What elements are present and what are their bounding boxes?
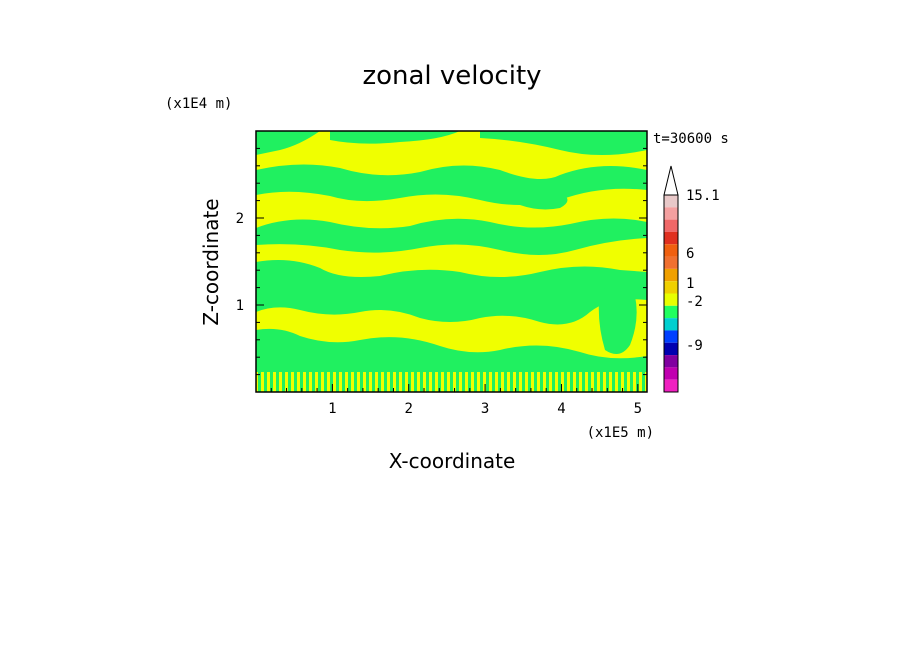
colorbar-swatch: [664, 195, 678, 208]
colorbar-swatch: [664, 342, 678, 356]
colorbar-swatch: [664, 268, 678, 282]
y-axis-unit: (x1E4 m): [165, 96, 232, 112]
y-axis-label: Z-coordinate: [199, 198, 223, 325]
x-axis-label: X-coordinate: [389, 449, 516, 473]
y-axis-ticks: 12: [236, 147, 647, 376]
y-tick-label: 2: [236, 211, 244, 227]
colorbar-swatch: [664, 367, 678, 380]
colorbar-label: -9: [686, 338, 703, 354]
x-tick-label: 4: [557, 401, 565, 417]
colorbar-label: 15.1: [686, 188, 720, 204]
colorbar-swatch: [664, 281, 678, 294]
colorbar-swatch: [664, 231, 678, 245]
x-tick-label: 1: [328, 401, 336, 417]
colorbar-label: -2: [686, 294, 703, 310]
x-tick-label: 3: [481, 401, 489, 417]
colorbar-swatch: [664, 244, 678, 257]
colorbar-label: 6: [686, 246, 694, 262]
colorbar-top-arrow: [663, 165, 679, 196]
colorbar-swatch: [664, 256, 678, 269]
y-tick-label: 1: [236, 298, 244, 314]
colorbar: 15.1 6 1 -2 -9: [663, 165, 720, 393]
x-tick-label: 2: [405, 401, 413, 417]
colorbar-swatch: [664, 305, 678, 319]
time-label: t=30600 s: [653, 131, 729, 147]
surface-noise-band: [256, 372, 647, 392]
colorbar-label: 1: [686, 276, 694, 292]
colorbar-swatch: [664, 318, 678, 331]
colorbar-frame: [663, 194, 679, 393]
x-axis-unit: (x1E5 m): [587, 425, 654, 441]
chart-title: zonal velocity: [362, 61, 541, 91]
colorbar-swatch: [664, 379, 678, 392]
colorbar-swatch: [664, 330, 678, 343]
colorbar-swatch: [664, 293, 678, 306]
colorbar-swatch: [664, 207, 678, 220]
plot-frame: [255, 130, 648, 393]
contour-field: [256, 131, 647, 392]
x-tick-label: 5: [634, 401, 642, 417]
colorbar-swatch: [664, 219, 678, 232]
x-axis-ticks: 1 2 3 4 5: [270, 384, 642, 417]
colorbar-swatch: [664, 355, 678, 368]
